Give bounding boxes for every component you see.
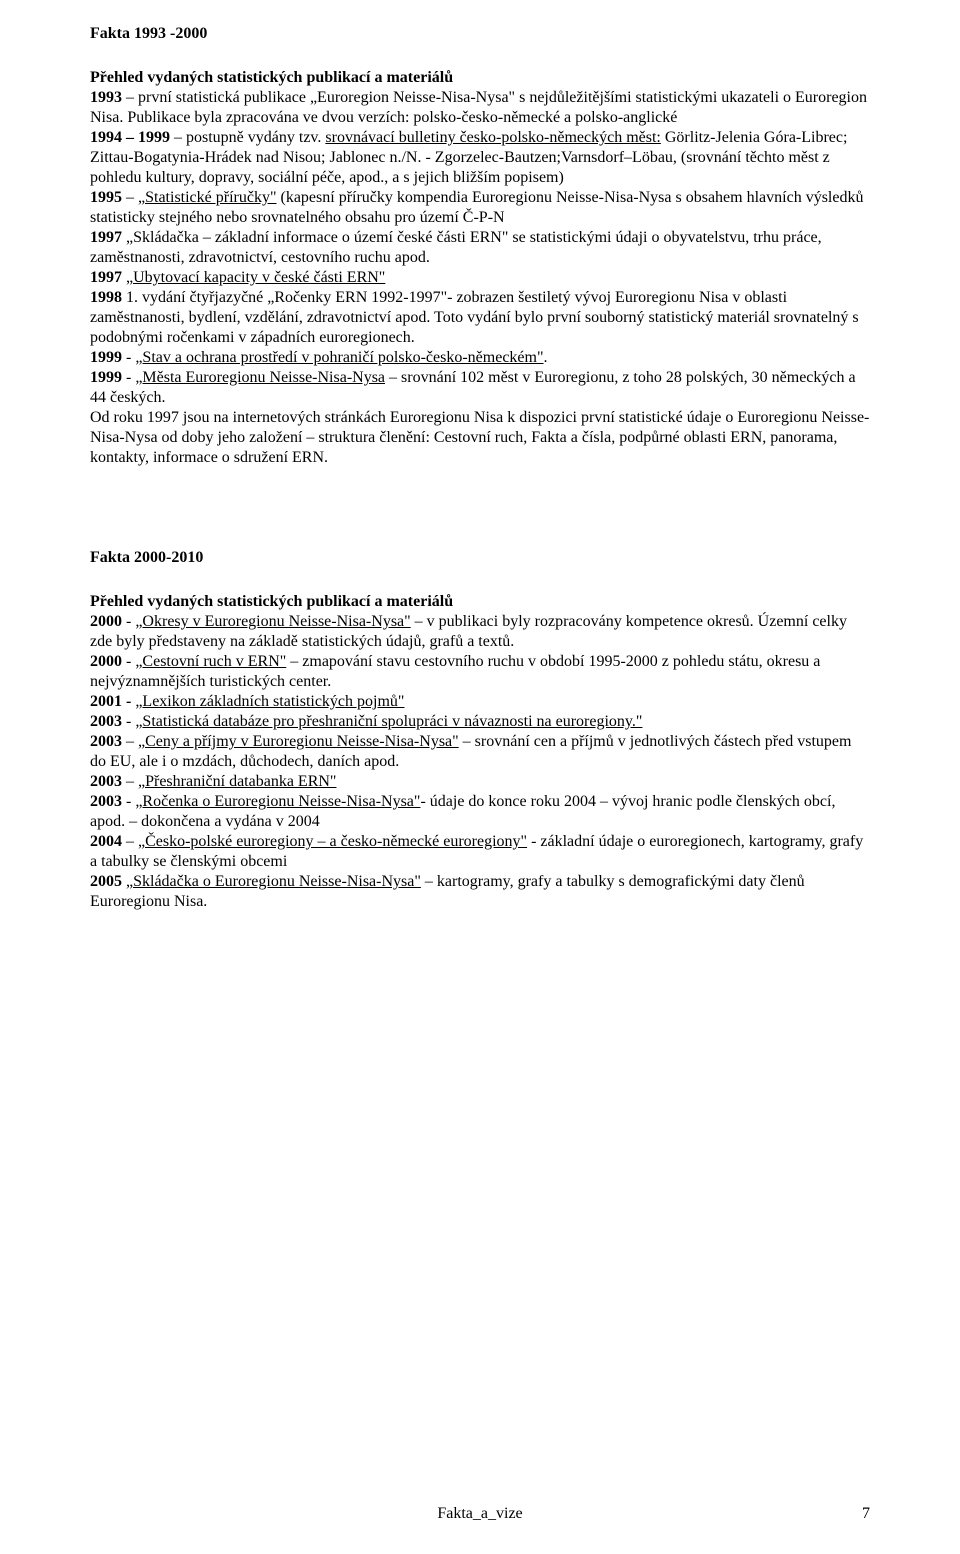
text-2003d-underline: „Ročenka o Euroregionu Neisse-Nisa-Nysa"	[135, 793, 420, 810]
year-2003c: 2003	[90, 773, 122, 790]
text-1999a-underline: „Stav a ochrana prostředí v pohraničí po…	[135, 349, 543, 366]
text-1998: 1. vydání čtyřjazyčné „Ročenky ERN 1992-…	[90, 289, 859, 346]
section2-subtitle: Přehled vydaných statistických publikací…	[90, 592, 870, 612]
text-2003d-a: -	[122, 793, 135, 810]
entry-2001: 2001 - „Lexikon základních statistických…	[90, 692, 870, 712]
text-2003a-underline: „Statistická databáze pro přeshraniční s…	[135, 713, 642, 730]
text-1995-underline: „Statistické příručky"	[138, 189, 277, 206]
text-2000a-a: -	[122, 613, 135, 630]
entry-1997b: 1997 „Ubytovací kapacity v české části E…	[90, 268, 870, 288]
text-2000b-a: -	[122, 653, 135, 670]
text-1997: „Skládačka – základní informace o území …	[90, 229, 822, 266]
entry-2000a: 2000 - „Okresy v Euroregionu Neisse-Nisa…	[90, 612, 870, 652]
year-1999a: 1999	[90, 349, 122, 366]
entry-1999b: 1999 - „Města Euroregionu Neisse-Nisa-Ny…	[90, 368, 870, 408]
year-1993: 1993	[90, 89, 122, 106]
entry-1999a: 1999 - „Stav a ochrana prostředí v pohra…	[90, 348, 870, 368]
footer-center-text: Fakta_a_vize	[90, 1504, 870, 1524]
text-2001-underline: „Lexikon základních statistických pojmů"	[135, 693, 404, 710]
year-1999b: 1999	[90, 369, 122, 386]
text-1999a-b: .	[544, 349, 548, 366]
text-2000a-underline: „Okresy v Euroregionu Neisse-Nisa-Nysa"	[135, 613, 410, 630]
year-2000a: 2000	[90, 613, 122, 630]
entry-2004: 2004 – „Česko-polské euroregiony – a čes…	[90, 832, 870, 872]
text-2003b-underline: „Ceny a příjmy v Euroregionu Neisse-Nisa…	[138, 733, 459, 750]
text-2004-a: –	[122, 833, 138, 850]
page-footer: Fakta_a_vize 7	[0, 1504, 960, 1524]
text-1999a-a: -	[122, 349, 135, 366]
entry-2005: 2005 „Skládačka o Euroregionu Neisse-Nis…	[90, 872, 870, 912]
text-2000b-underline: „Cestovní ruch v ERN"	[135, 653, 286, 670]
text-1999b-a: -	[122, 369, 135, 386]
entry-2003d: 2003 - „Ročenka o Euroregionu Neisse-Nis…	[90, 792, 870, 832]
text-2003c-a: –	[122, 773, 138, 790]
section1-heading: Fakta 1993 -2000	[90, 24, 870, 44]
entry-2003c: 2003 – „Přeshraniční databanka ERN"	[90, 772, 870, 792]
year-1997b: 1997	[90, 269, 122, 286]
year-1995: 1995	[90, 189, 122, 206]
year-1997: 1997	[90, 229, 122, 246]
entry-1993: 1993 – první statistická publikace „Euro…	[90, 88, 870, 128]
entry-1994: 1994 – 1999 – postupně vydány tzv. srovn…	[90, 128, 870, 188]
text-2003b-a: –	[122, 733, 138, 750]
year-2004: 2004	[90, 833, 122, 850]
text-2004-underline: „Česko-polské euroregiony – a česko-něme…	[138, 833, 527, 850]
year-1994: 1994 – 1999	[90, 129, 170, 146]
section1-subtitle: Přehled vydaných statistických publikací…	[90, 68, 870, 88]
entry-1998: 1998 1. vydání čtyřjazyčné „Ročenky ERN …	[90, 288, 870, 348]
year-1998: 1998	[90, 289, 122, 306]
text-2005-underline: „Skládačka o Euroregionu Neisse-Nisa-Nys…	[126, 873, 421, 890]
year-2005: 2005	[90, 873, 122, 890]
text-1993: – první statistická publikace „Euroregio…	[90, 89, 867, 126]
year-2003a: 2003	[90, 713, 122, 730]
year-2001: 2001 -	[90, 693, 131, 710]
text-1997b-underline: „Ubytovací kapacity v české části ERN"	[126, 269, 385, 286]
year-2000b: 2000	[90, 653, 122, 670]
entry-1995: 1995 – „Statistické příručky" (kapesní p…	[90, 188, 870, 228]
entry-2003a: 2003 - „Statistická databáze pro přeshra…	[90, 712, 870, 732]
footer-page-number: 7	[862, 1504, 870, 1524]
entry-2000b: 2000 - „Cestovní ruch v ERN" – zmapování…	[90, 652, 870, 692]
text-2003c-underline: „Přeshraniční databanka ERN"	[138, 773, 336, 790]
year-2003b: 2003	[90, 733, 122, 750]
entry-1997: 1997 „Skládačka – základní informace o ú…	[90, 228, 870, 268]
section1-trailer: Od roku 1997 jsou na internetových strán…	[90, 408, 870, 468]
text-1994-a: – postupně vydány tzv.	[170, 129, 325, 146]
text-1994-underline: srovnávací bulletiny česko-polsko-německ…	[325, 129, 660, 146]
section2-heading: Fakta 2000-2010	[90, 548, 870, 568]
year-2003d: 2003	[90, 793, 122, 810]
entry-2003b: 2003 – „Ceny a příjmy v Euroregionu Neis…	[90, 732, 870, 772]
text-2003a-a: -	[122, 713, 135, 730]
text-1999b-underline: „Města Euroregionu Neisse-Nisa-Nysa	[135, 369, 385, 386]
text-1995-a: –	[122, 189, 138, 206]
